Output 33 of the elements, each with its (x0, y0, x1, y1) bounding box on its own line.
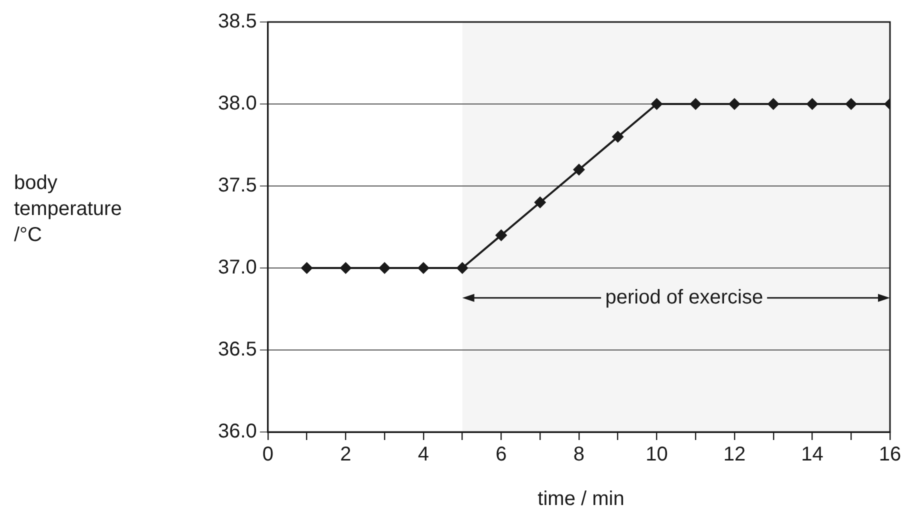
x-tick-label: 8 (573, 444, 585, 466)
x-tick-label: 12 (723, 444, 746, 466)
point (300, 262, 313, 274)
band-label: period of exercise (601, 286, 768, 310)
y-tick-label: 37.5 (218, 174, 257, 197)
point (728, 98, 740, 110)
point (650, 98, 663, 110)
point (417, 262, 430, 274)
y-tick-label: 38.0 (218, 92, 257, 115)
point (572, 164, 585, 176)
y-axis-title: body temperature /°C (14, 171, 123, 248)
point (845, 98, 858, 110)
y-tick-label: 36.0 (218, 420, 257, 443)
point (456, 262, 468, 274)
point (767, 98, 780, 110)
x-tick-label: 2 (340, 444, 352, 466)
y-tick-label: 36.5 (218, 338, 257, 361)
x-tick-label: 4 (418, 444, 430, 466)
x-tick-label: 6 (496, 444, 507, 466)
y-tick-label: 38.5 (218, 10, 257, 33)
point (806, 98, 818, 110)
point (340, 262, 352, 274)
point (378, 262, 391, 274)
x-tick-label: 14 (801, 444, 824, 466)
x-tick-label: 10 (646, 444, 668, 466)
y-tick-label: 37.0 (218, 256, 257, 279)
point (534, 196, 546, 208)
point (612, 130, 624, 143)
x-tick-label: 16 (878, 444, 902, 466)
point (690, 98, 702, 110)
point (495, 229, 508, 242)
x-axis-title: time / min (536, 488, 626, 511)
x-tick-label: 0 (262, 444, 274, 466)
